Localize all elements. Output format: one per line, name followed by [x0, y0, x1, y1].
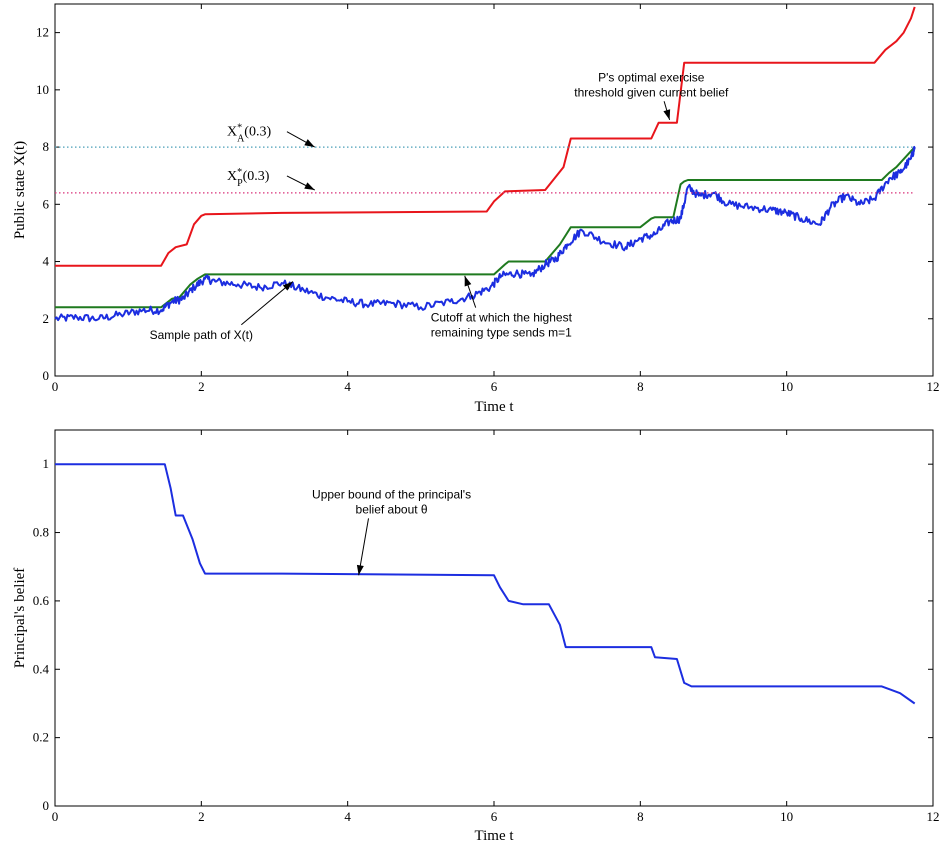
series-line-sample: [54, 145, 916, 323]
bottom-panel: 0 2 4 6 8 10 12 0 0.2 0.4 0.6 0.8 1 Upper bound of t…: [12, 429, 940, 844]
y-tick-label: 1: [43, 456, 50, 471]
x-tick-label: 8: [637, 809, 644, 824]
series-line-threshold: [55, 6, 916, 267]
x-tick-label: 0: [52, 379, 59, 394]
axes-ticks: 0 2 4 6 8 10 12 0 0.2 0.4 0.6 0.8 1: [33, 430, 940, 824]
y-tick-label: 8: [43, 139, 50, 154]
x-tick-label: 10: [780, 809, 793, 824]
x-tick-label: 12: [927, 379, 940, 394]
x-tick-label: 6: [491, 809, 498, 824]
series-lines: [55, 463, 916, 705]
annotations: P's optimal exercise threshold given curr…: [150, 70, 729, 342]
x-tick-label: 4: [344, 379, 351, 394]
y-tick-label: 2: [43, 311, 50, 326]
y-tick-label: 0: [43, 798, 50, 813]
annotation-arrow-head: [464, 275, 472, 287]
annotation: P's optimal exercise threshold given curr…: [574, 70, 729, 99]
x-tick-label: 6: [491, 379, 498, 394]
x-tick-label: 2: [198, 809, 205, 824]
y-tick-label: 0.4: [33, 661, 50, 676]
y-tick-label: 0: [43, 368, 50, 383]
series-label-xa: X* A(0.3): [227, 123, 272, 145]
y-tick-label: 10: [36, 82, 49, 97]
annotation: Sample path of X(t): [150, 328, 253, 342]
y-axis-label: Public state X(t): [12, 141, 28, 239]
top-panel: 0 2 4 6 8 10 12 0 2 4 6 8 10 12 X* A(0.3) X* P(0.3) P's …: [12, 3, 940, 415]
annotation-arrow-shaft: [241, 281, 294, 326]
series-label-xp: X* P(0.3): [227, 167, 270, 189]
y-tick-label: 6: [43, 196, 50, 211]
y-tick-label: 12: [36, 25, 49, 40]
x-tick-label: 4: [344, 809, 351, 824]
annotation: Cutoff at which the highest remaining typ…: [431, 311, 573, 340]
series-line-belief: [55, 463, 916, 705]
annotations: Upper bound of the principal's belief abo…: [312, 487, 471, 576]
series-label-arrow-head: [304, 139, 315, 148]
annotation-arrow-head: [356, 564, 364, 576]
series-line-cutoff: [55, 146, 916, 309]
x-tick-label: 12: [927, 809, 940, 824]
x-tick-label: 8: [637, 379, 644, 394]
plot-frame: [54, 429, 934, 807]
annotation-arrow-head: [663, 109, 671, 120]
x-axis-label: Time t: [474, 399, 514, 415]
y-tick-label: 0.2: [33, 730, 49, 745]
y-tick-label: 4: [43, 254, 50, 269]
annotation: Upper bound of the principal's belief abo…: [312, 487, 471, 516]
series-labels: X* A(0.3) X* P(0.3): [227, 123, 315, 191]
series-label-arrow-head: [304, 182, 315, 190]
series-lines: [54, 6, 916, 323]
x-tick-label: 10: [780, 379, 793, 394]
x-axis-label: Time t: [474, 828, 514, 844]
annotation-arrow-head: [282, 281, 293, 291]
y-tick-label: 0.6: [33, 593, 50, 608]
y-axis-label: Principal's belief: [12, 568, 28, 669]
x-tick-label: 0: [52, 809, 59, 824]
y-tick-label: 0.8: [33, 525, 49, 540]
x-tick-label: 2: [198, 379, 205, 394]
